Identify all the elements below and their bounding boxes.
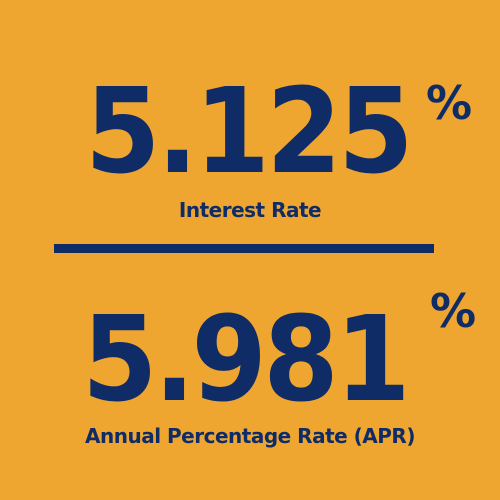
interest-rate-percent-sign: % [426, 76, 473, 130]
interest-rate-label: Interest Rate [178, 198, 322, 222]
interest-rate-value: 5.125 [85, 62, 414, 200]
apr-value: 5.981 [82, 290, 411, 428]
apr-label: Annual Percentage Rate (APR) [85, 424, 415, 448]
apr-percent-sign: % [430, 284, 477, 338]
divider-line [54, 244, 434, 253]
